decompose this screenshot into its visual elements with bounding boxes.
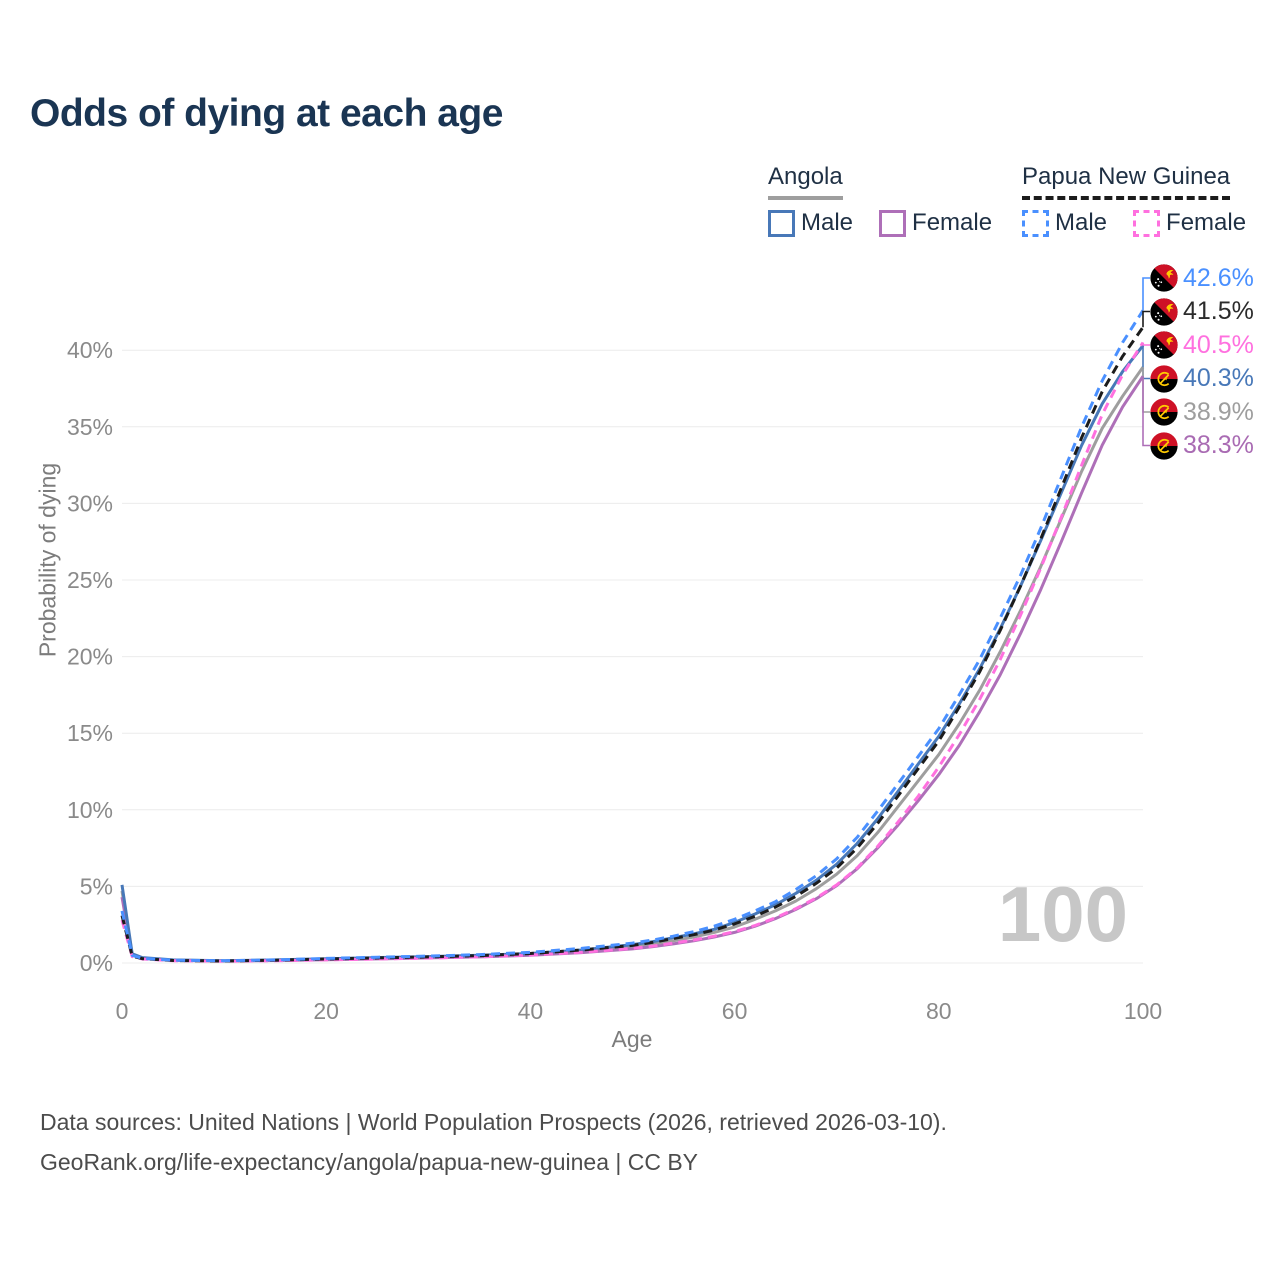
legend-item-label: Male [801,209,854,236]
x-axis-title: Age [611,1026,653,1052]
x-tick-label: 100 [1124,998,1162,1024]
legend-items-angola: Male Female [768,209,992,237]
png-female-swatch [1133,209,1161,237]
watermark-text: 100 [998,870,1128,958]
label-connector [1142,277,1150,311]
x-tick-label: 0 [116,998,129,1024]
label-connector [1142,376,1150,447]
x-tick-label: 80 [926,998,952,1024]
y-tick-label: 20% [67,644,113,670]
series-line-papua-new-guinea-both-sexes [120,326,1145,963]
end-label-value: 41.5% [1183,297,1254,325]
series-line-angola-male [120,344,1145,963]
series-line-papua-new-guinea-male [120,309,1145,963]
legend-item-png-male[interactable]: Male [1022,209,1107,237]
legend-country-papua-new-guinea[interactable]: Papua New Guinea [1022,163,1231,200]
series-line-angola-female [120,375,1145,963]
end-label-angola-both: 38.9% [1150,397,1254,427]
y-tick-label: 5% [80,873,113,899]
label-connector [1142,310,1150,328]
angola-flag-icon [1150,364,1178,393]
x-tick-label: 20 [313,998,339,1024]
papua-new-guinea-flag-icon [1150,331,1178,359]
end-label-value: 38.9% [1183,397,1254,426]
end-label-angola-female: 38.3% [1150,431,1254,461]
legend-item-label: Female [912,209,993,236]
legend-country-angola[interactable]: Angola [768,163,843,200]
legend-item-angola-female[interactable]: Female [879,209,992,237]
series-line-angola-both-sexes [120,366,1145,963]
legend-item-angola-male[interactable]: Male [768,209,853,237]
data-sources-line: Data sources: United Nations | World Pop… [40,1109,947,1135]
y-tick-label: 0% [80,950,113,976]
y-tick-label: 15% [67,720,113,746]
y-tick-label: 35% [67,414,113,440]
y-tick-label: 40% [67,337,113,363]
legend-item-png-female[interactable]: Female [1133,209,1246,237]
end-label-png-both: 41.5% [1150,297,1254,327]
papua-new-guinea-flag-icon [1150,264,1178,292]
angola-flag-icon [1150,398,1178,426]
page-title: Odds of dying at each age [30,92,503,135]
legend-items-papua-new-guinea: Male Female [1022,209,1246,237]
end-label-value: 40.5% [1183,330,1254,359]
series-line-papua-new-guinea-female [120,341,1145,963]
angola-flag-icon [1150,431,1178,460]
papua-new-guinea-flag-icon [1150,297,1178,326]
legend-item-label: Female [1166,209,1247,236]
legend-group-papua-new-guinea: Papua New Guinea Male Female [1022,163,1246,237]
legend-group-angola: Angola Male Female [768,163,992,237]
end-label-value: 42.6% [1183,263,1254,292]
end-label-png-female: 40.5% [1150,330,1254,360]
end-label-value: 40.3% [1183,364,1254,392]
footer: Data sources: United Nations | World Pop… [40,1102,947,1182]
attribution-line: GeoRank.org/life-expectancy/angola/papua… [40,1149,699,1175]
label-connector [1142,342,1150,346]
png-male-swatch [1022,209,1049,237]
y-tick-label: 30% [67,490,113,516]
label-connector [1142,367,1150,413]
legend-item-label: Male [1055,209,1108,236]
angola-female-swatch [879,209,907,237]
x-tick-label: 40 [518,998,544,1024]
end-label-angola-male: 40.3% [1150,364,1254,394]
end-label-png-male: 42.6% [1150,263,1254,293]
end-label-value: 38.3% [1183,431,1254,459]
x-tick-label: 60 [722,998,748,1024]
y-tick-label: 25% [67,567,113,593]
y-tick-label: 10% [67,797,113,823]
label-connector [1142,345,1150,380]
angola-male-swatch [768,209,795,237]
